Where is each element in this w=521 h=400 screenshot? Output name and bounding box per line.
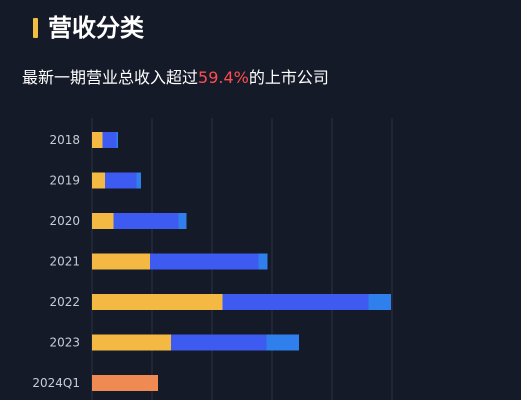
bar-segment-2021-series-1: [92, 253, 150, 270]
bar-segment-2023-series-2: [171, 334, 267, 351]
bar-segment-2021-series-3: [258, 253, 268, 270]
bar-segment-2018-series-2: [102, 132, 117, 148]
subtitle-highlight: 59.4%: [198, 68, 249, 87]
bar-segment-2023-series-3: [266, 334, 299, 351]
subtitle-prefix: 最新一期营业总收入超过: [22, 68, 199, 87]
subtitle-suffix: 的上市公司: [248, 68, 329, 87]
y-tick-label: 2023: [49, 336, 80, 350]
bar-segment-2019-series-1: [92, 172, 105, 189]
chart-subtitle: 最新一期营业总收入超过59.4%的上市公司: [22, 66, 329, 90]
y-tick-label: 2020: [49, 214, 80, 228]
bar-segment-2019-series-2: [105, 172, 137, 189]
y-tick-label: 2019: [49, 174, 80, 188]
y-tick-label: 2018: [49, 133, 80, 147]
bar-segment-2023-series-1: [92, 334, 171, 351]
bar-segment-2022-series-1: [92, 294, 223, 310]
y-tick-label: 2022: [49, 295, 80, 309]
page-title: 营收分类: [48, 14, 144, 42]
bar-segment-2020-series-3: [178, 213, 187, 229]
bar-segment-2020-series-2: [113, 213, 179, 229]
bar-segment-2021-series-2: [150, 253, 259, 270]
y-tick-label: 2021: [49, 255, 80, 269]
bar-segment-2022-series-3: [368, 294, 391, 310]
bar-segment-2018-series-3: [116, 132, 118, 148]
bar-segment-2022-series-2: [222, 294, 369, 310]
y-tick-label: 2024Q1: [32, 376, 80, 390]
bar-segment-2020-series-1: [92, 213, 114, 229]
bar-segment-2024Q1-series-4: [92, 375, 158, 391]
title-accent-bar: [33, 18, 38, 38]
bar-segment-2018-series-1: [92, 132, 103, 148]
bar-segment-2019-series-3: [136, 172, 141, 189]
